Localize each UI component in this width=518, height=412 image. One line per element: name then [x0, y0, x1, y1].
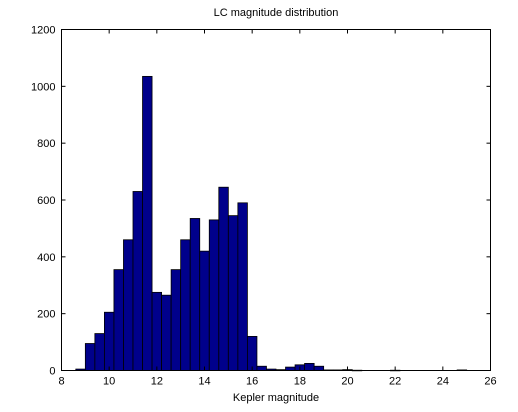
- x-tick-label: 22: [389, 376, 401, 388]
- y-tick-label: 1200: [31, 25, 55, 37]
- histogram-bar: [161, 294, 172, 371]
- chart-title: LC magnitude distribution: [214, 7, 339, 19]
- x-tick-label: 20: [341, 376, 353, 388]
- histogram-bar: [151, 291, 162, 371]
- histogram-bar: [246, 335, 258, 371]
- x-tick-label: 12: [151, 376, 163, 388]
- x-tick-label: 18: [294, 376, 306, 388]
- y-tick-label: 800: [37, 138, 55, 150]
- x-tick-label: 16: [246, 376, 258, 388]
- histogram-bar: [104, 311, 115, 371]
- x-axis-label: Kepler magnitude: [233, 392, 319, 404]
- x-tick-label: 24: [437, 376, 449, 388]
- histogram-bar: [256, 365, 267, 371]
- histogram-bar: [132, 191, 143, 371]
- ticks-layer: 8 10 12 14 16 18 20 22 24 26 0 200 400 600 800 1000 1200: [31, 25, 497, 388]
- x-tick-label: 14: [198, 376, 210, 388]
- histogram-bar: [170, 269, 182, 371]
- histogram-bar: [237, 202, 248, 371]
- y-tick-label: 0: [49, 366, 55, 378]
- bars-layer: [75, 75, 468, 372]
- x-tick-label: 10: [103, 376, 115, 388]
- histogram-bar: [113, 269, 124, 371]
- histogram-bar: [94, 333, 105, 371]
- histogram-bar: [142, 75, 153, 371]
- histogram-bar: [313, 365, 325, 371]
- histogram-bar: [189, 218, 201, 371]
- histogram-bar: [199, 250, 210, 371]
- x-tick-label: 26: [484, 376, 496, 388]
- y-tick-label: 200: [37, 309, 55, 321]
- histogram-bar: [285, 366, 296, 371]
- histogram-bar: [304, 362, 315, 371]
- y-tick-label: 600: [37, 195, 55, 207]
- histogram-bar: [227, 215, 239, 371]
- histogram-bar: [84, 343, 96, 371]
- histogram-bar: [180, 239, 191, 371]
- y-tick-label: 1000: [31, 81, 55, 93]
- histogram-bar: [208, 219, 220, 371]
- histogram-bar: [123, 239, 134, 371]
- y-tick-label: 400: [37, 252, 55, 264]
- x-tick-label: 8: [58, 376, 64, 388]
- histogram-bar: [218, 186, 229, 371]
